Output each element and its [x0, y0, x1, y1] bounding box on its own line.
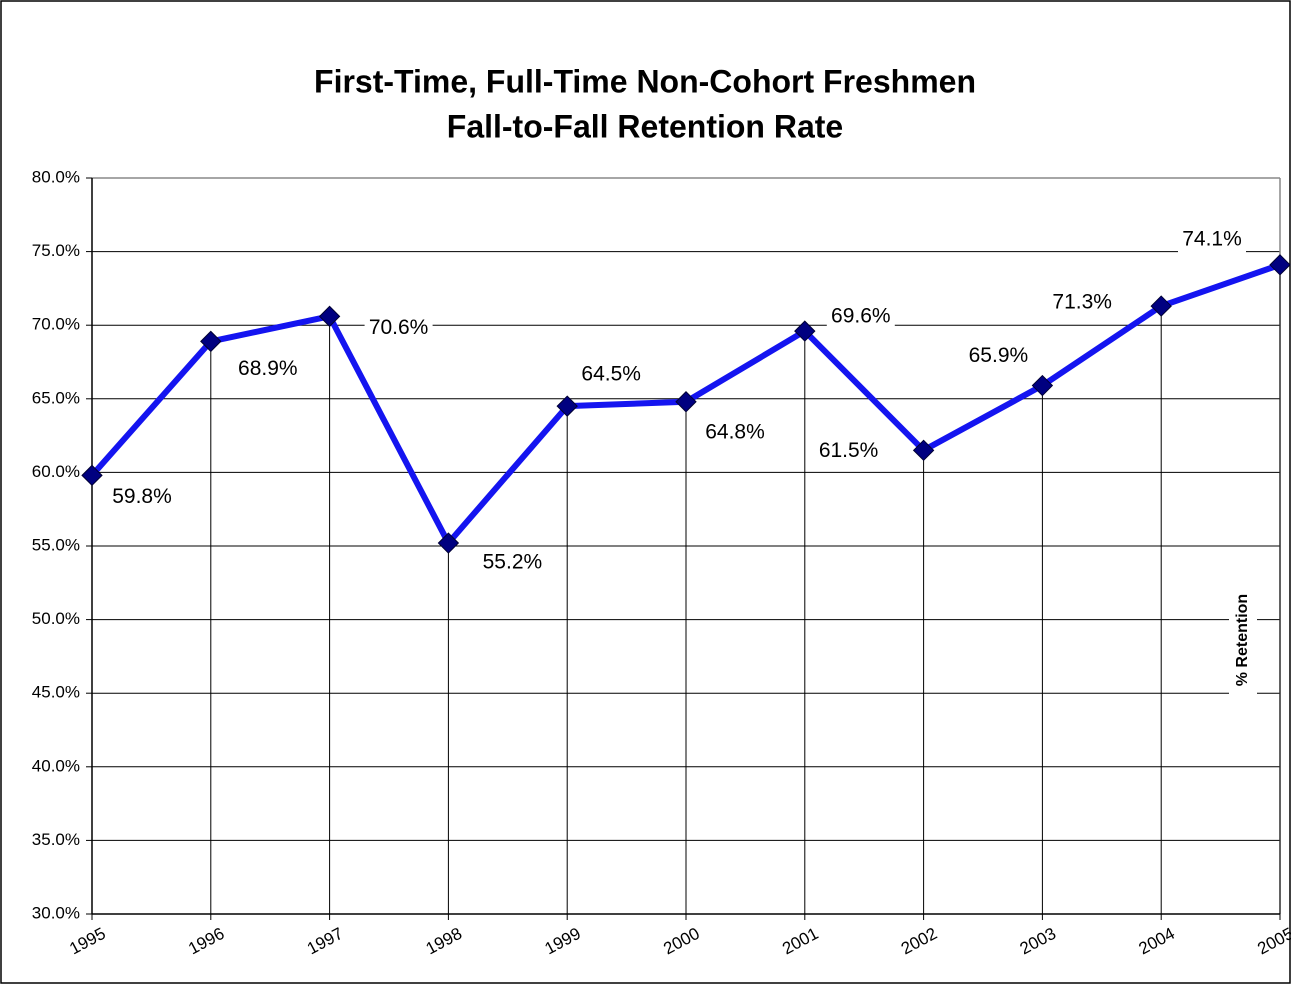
- data-label-bg: [964, 343, 1033, 370]
- marker: [81, 464, 103, 487]
- y-tick-label: 30.0%: [32, 903, 80, 922]
- data-label-bg: [478, 550, 547, 577]
- legend-label: % Retention: [1234, 594, 1251, 686]
- data-label: 64.5%: [581, 363, 641, 386]
- y-tick-label: 80.0%: [32, 167, 80, 186]
- data-label: 74.1%: [1182, 227, 1242, 250]
- marker: [794, 320, 816, 342]
- y-tick-label: 40.0%: [32, 756, 80, 775]
- marker: [556, 395, 578, 417]
- chart-title: First-Time, Full-Time Non-Cohort Freshme…: [314, 63, 976, 99]
- y-tick-label: 35.0%: [32, 830, 80, 849]
- data-label: 64.8%: [705, 420, 765, 443]
- data-label-bg: [233, 356, 302, 383]
- legend-bg: [1229, 578, 1257, 702]
- y-tick-label: 60.0%: [32, 462, 80, 481]
- data-label: 69.6%: [831, 305, 891, 328]
- marker: [1269, 254, 1291, 276]
- data-label-bg: [701, 419, 769, 446]
- marker: [437, 532, 460, 554]
- y-tick-label: 50.0%: [32, 609, 80, 628]
- data-label: 55.2%: [483, 551, 543, 574]
- data-label-bg: [1178, 226, 1246, 253]
- marker: [200, 330, 222, 353]
- data-label: 70.6%: [369, 316, 429, 339]
- marker: [1150, 295, 1172, 317]
- y-tick-label: 75.0%: [32, 241, 80, 260]
- data-label-bg: [577, 362, 646, 389]
- data-label: 61.5%: [819, 439, 879, 462]
- data-label-bg: [364, 315, 433, 342]
- marker: [318, 305, 341, 328]
- data-label-bg: [108, 484, 176, 511]
- marker: [912, 439, 935, 462]
- y-tick-label: 70.0%: [32, 315, 80, 334]
- data-label-bg: [826, 304, 895, 331]
- marker: [1031, 374, 1054, 397]
- data-label: 71.3%: [1052, 291, 1112, 314]
- y-tick-label: 55.0%: [32, 535, 80, 554]
- data-label: 65.9%: [969, 344, 1029, 367]
- data-label-bg: [1048, 290, 1117, 317]
- data-label-bg: [814, 438, 883, 465]
- y-tick-label: 65.0%: [32, 388, 80, 407]
- chart-subtitle: Fall-to-Fall Retention Rate: [447, 108, 843, 144]
- data-label: 68.9%: [238, 357, 298, 380]
- y-tick-label: 45.0%: [32, 683, 80, 702]
- marker: [675, 391, 697, 413]
- data-label: 59.8%: [112, 485, 172, 508]
